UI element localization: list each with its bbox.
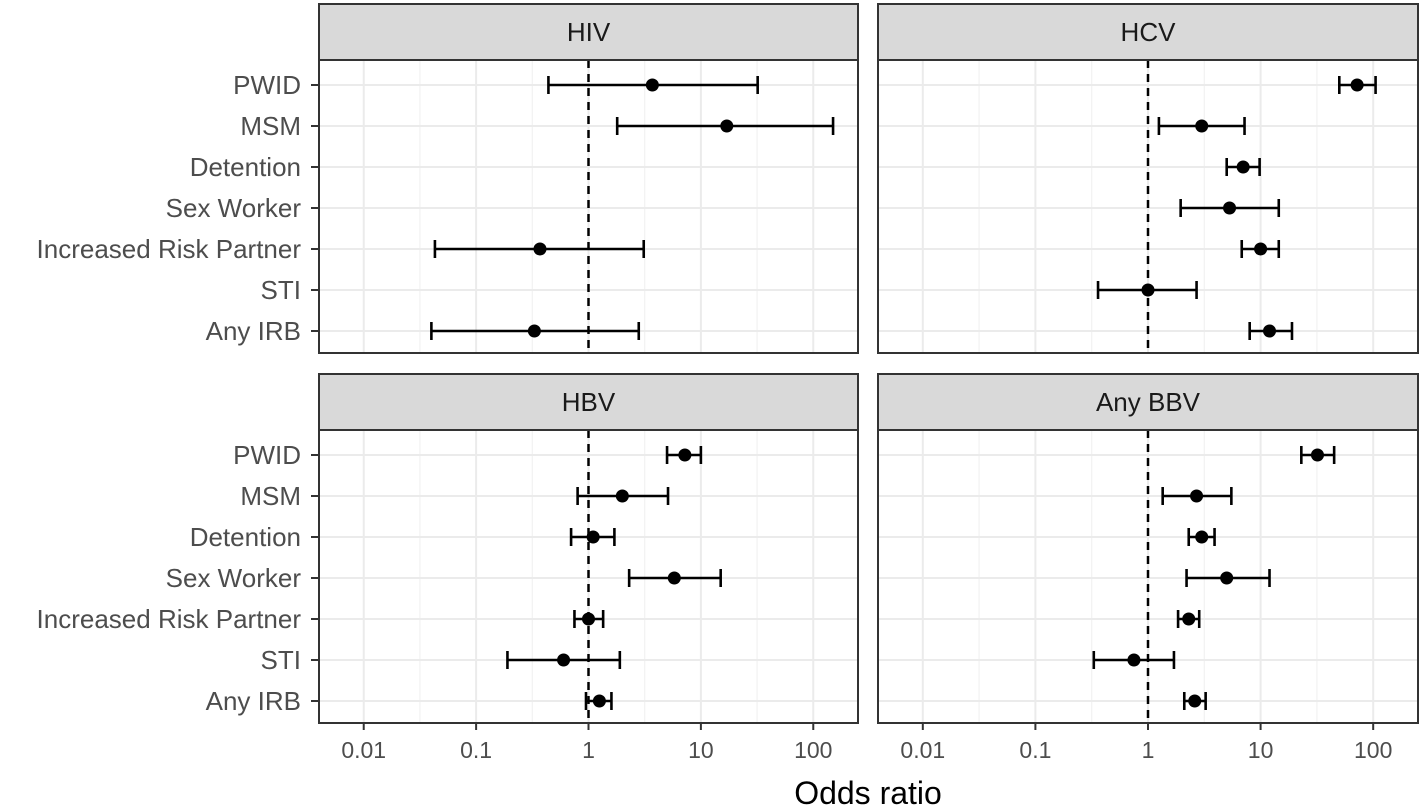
panel-border-hcv (877, 59, 1419, 354)
point-estimate (1236, 160, 1250, 174)
x-tick-label: 1 (1142, 737, 1155, 763)
category-label: PWID (233, 440, 301, 470)
category-label: MSM (240, 111, 301, 141)
category-label: PWID (233, 70, 301, 100)
x-tick-label: 10 (688, 737, 714, 763)
point-estimate (1188, 694, 1202, 708)
x-tick-label: 0.1 (460, 737, 492, 763)
x-tick-label: 100 (794, 737, 832, 763)
point-estimate (586, 530, 600, 544)
panel-title-any-bbv: Any BBV (1096, 387, 1201, 417)
point-estimate (667, 571, 681, 585)
point-estimate (1141, 283, 1155, 297)
point-estimate (1350, 78, 1364, 92)
point-estimate (527, 324, 541, 338)
point-estimate (1263, 324, 1277, 338)
point-estimate (1223, 201, 1237, 215)
point-estimate (533, 242, 547, 256)
panel-title-hiv: HIV (567, 17, 611, 47)
category-label: Increased Risk Partner (37, 604, 302, 634)
point-estimate (592, 694, 606, 708)
x-axis-title: Odds ratio (794, 775, 942, 811)
category-label: Sex Worker (166, 563, 302, 593)
x-tick-label: 0.01 (341, 737, 386, 763)
panel-border-hiv (318, 59, 859, 354)
point-estimate (720, 119, 734, 133)
category-label: Any IRB (206, 686, 301, 716)
point-estimate (1190, 489, 1204, 503)
x-tick-label: 1 (582, 737, 595, 763)
panel-strip-hbv (318, 373, 859, 431)
point-estimate (1254, 242, 1268, 256)
x-tick-label: 100 (1354, 737, 1392, 763)
category-label: Detention (190, 522, 301, 552)
panel-strip-hcv (877, 3, 1419, 61)
category-label: STI (261, 645, 301, 675)
point-estimate (557, 653, 571, 667)
point-estimate (615, 489, 629, 503)
x-tick-label: 0.1 (1019, 737, 1051, 763)
panel-strip-hiv (318, 3, 859, 61)
point-estimate (678, 448, 692, 462)
point-estimate (1310, 448, 1324, 462)
x-tick-label: 10 (1248, 737, 1274, 763)
point-estimate (1182, 612, 1196, 626)
point-estimate (1195, 119, 1209, 133)
point-estimate (1220, 571, 1234, 585)
category-label: STI (261, 275, 301, 305)
x-tick-label: 0.01 (900, 737, 945, 763)
category-label: Increased Risk Partner (37, 234, 302, 264)
point-estimate (1127, 653, 1141, 667)
category-label: Sex Worker (166, 193, 302, 223)
point-estimate (582, 612, 595, 626)
category-label: Detention (190, 152, 301, 182)
panel-strip-any-bbv (877, 373, 1419, 431)
point-estimate (645, 78, 659, 92)
panel-title-hbv: HBV (562, 387, 616, 417)
category-label: Any IRB (206, 316, 301, 346)
category-label: MSM (240, 481, 301, 511)
panel-title-hcv: HCV (1121, 17, 1177, 47)
point-estimate (1195, 530, 1209, 544)
